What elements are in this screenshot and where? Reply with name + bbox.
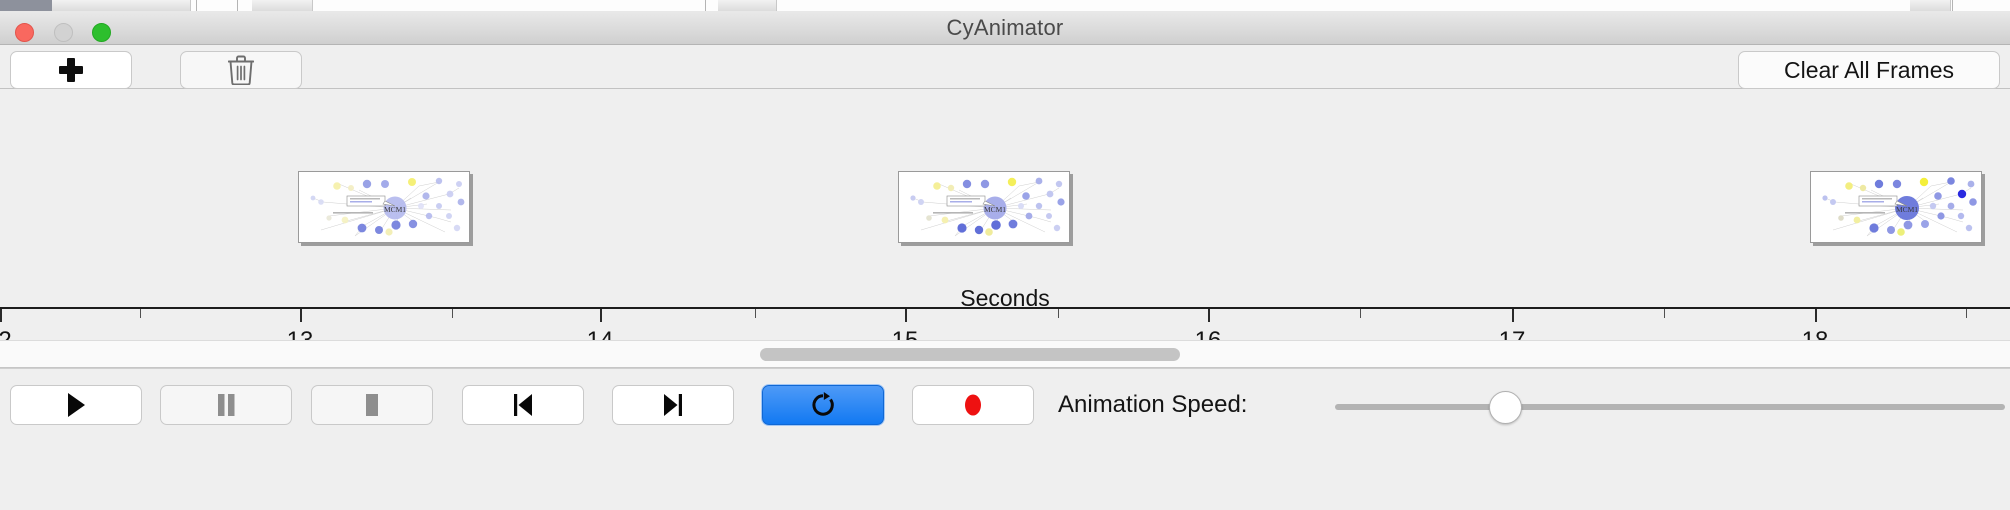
svg-text:MCM1: MCM1 — [384, 205, 406, 214]
axis-tick-major — [600, 309, 602, 322]
background-window-dark-chip — [0, 0, 52, 11]
delete-frame-button[interactable] — [180, 51, 302, 89]
skip-back-icon — [514, 394, 532, 416]
background-chip-1 — [52, 0, 153, 11]
network-graph-thumbnail: MCM1 — [299, 172, 469, 242]
axis-tick-major — [0, 309, 2, 322]
axis-title-seconds: Seconds — [960, 285, 1050, 311]
animation-speed-label: Animation Speed: — [1058, 391, 1248, 418]
window-title: CyAnimator — [946, 15, 1064, 40]
axis-tick-minor — [140, 309, 141, 318]
axis-tick-label: 15 — [892, 327, 919, 340]
svg-text:MCM1: MCM1 — [984, 205, 1006, 214]
playback-control-bar: Animation Speed: — [0, 368, 2010, 510]
background-divider-1 — [196, 0, 197, 11]
network-graph-thumbnail: MCM1 — [899, 172, 1069, 242]
pause-button[interactable] — [160, 385, 292, 425]
record-icon — [965, 394, 981, 416]
slider-track[interactable] — [1335, 404, 2005, 410]
skip-to-start-button[interactable] — [462, 385, 584, 425]
axis-tick-minor — [1966, 309, 1967, 318]
background-chip-5 — [1910, 0, 1951, 11]
axis-tick-major — [905, 309, 907, 322]
background-divider-3 — [705, 0, 706, 11]
frame-thumbnail-1[interactable]: MCM1 — [298, 171, 470, 243]
play-icon — [68, 393, 85, 417]
timeline-scrollbar-thumb[interactable] — [760, 348, 1180, 361]
plus-icon — [58, 57, 84, 83]
stop-button[interactable] — [311, 385, 433, 425]
background-chip-3 — [252, 0, 313, 11]
timeline-axis-line — [0, 307, 2010, 309]
axis-tick-label: 17 — [1499, 327, 1526, 340]
axis-tick-major — [1208, 309, 1210, 322]
skip-to-end-button[interactable] — [612, 385, 734, 425]
axis-tick-major — [1815, 309, 1817, 322]
skip-forward-icon — [664, 394, 682, 416]
pause-icon — [218, 394, 235, 416]
slider-thumb[interactable] — [1489, 391, 1522, 424]
axis-tick-major — [300, 309, 302, 322]
loop-button[interactable] — [762, 385, 884, 425]
title-bar: CyAnimator — [0, 11, 2010, 45]
toolbar: Clear All Frames — [0, 45, 2010, 89]
minimize-button[interactable] — [54, 23, 73, 42]
maximize-button[interactable] — [92, 23, 111, 42]
trash-icon — [228, 55, 254, 85]
frame-thumbnail-2[interactable]: MCM1 — [898, 171, 1070, 243]
background-divider-4 — [1952, 0, 1953, 11]
close-button[interactable] — [15, 23, 34, 42]
background-chip-2 — [152, 0, 191, 11]
axis-tick-minor — [1664, 309, 1665, 318]
axis-tick-minor — [452, 309, 453, 318]
axis-tick-major — [1512, 309, 1514, 322]
timeline-panel[interactable]: MCM1 — [0, 89, 2010, 340]
add-frame-button[interactable] — [10, 51, 132, 89]
timeline-scrollbar[interactable] — [0, 340, 2010, 368]
svg-text:MCM1: MCM1 — [1896, 205, 1918, 214]
frame-thumbnail-3[interactable]: MCM1 — [1810, 171, 1982, 243]
stop-icon — [366, 394, 378, 416]
axis-tick-label: 16 — [1195, 327, 1222, 340]
background-divider-2 — [237, 0, 238, 11]
background-chip-4 — [718, 0, 777, 11]
axis-tick-label: 13 — [287, 327, 314, 340]
background-window-sliver: Shape — [0, 0, 2010, 11]
network-graph-thumbnail: MCM1 — [1811, 172, 1981, 242]
axis-tick-minor — [755, 309, 756, 318]
axis-tick-minor — [1360, 309, 1361, 318]
play-button[interactable] — [10, 385, 142, 425]
axis-tick-minor — [1058, 309, 1059, 318]
animation-speed-slider[interactable] — [1335, 391, 2005, 424]
loop-icon — [812, 392, 834, 416]
clear-all-frames-button[interactable]: Clear All Frames — [1738, 51, 2000, 89]
axis-tick-label: 14 — [587, 327, 614, 340]
axis-tick-label: 2 — [0, 327, 12, 340]
axis-tick-label: 18 — [1802, 327, 1829, 340]
record-button[interactable] — [912, 385, 1034, 425]
